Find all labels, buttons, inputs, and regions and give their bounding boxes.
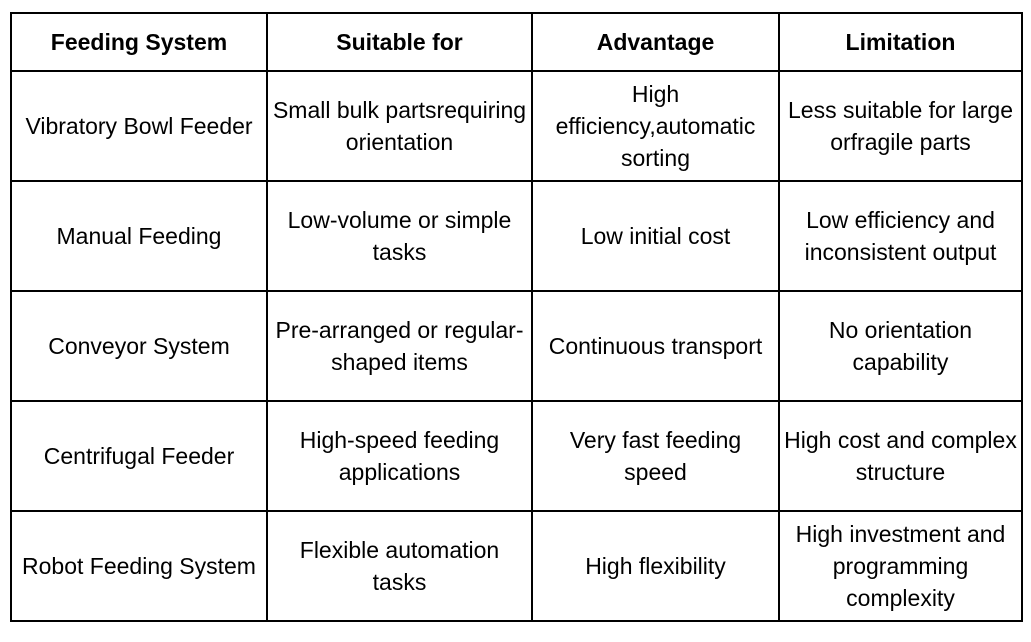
feeding-table: Feeding System Suitable for Advantage Limit…	[10, 12, 1023, 622]
header-row: Feeding System Suitable for Advantage Limit…	[10, 12, 1023, 72]
table-cell: Low efficiency and inconsistent output	[778, 180, 1023, 292]
header-cell: Limitation	[778, 12, 1023, 72]
table-cell: Less suitable for large orfragile parts	[778, 70, 1023, 182]
header-cell: Feeding System	[10, 12, 268, 72]
table-cell: Manual Feeding	[10, 180, 268, 292]
table-cell: Pre-arranged or regular-shaped items	[266, 290, 533, 402]
table-cell: Low-volume or simple tasks	[266, 180, 533, 292]
table-cell: Small bulk partsrequiring orientation	[266, 70, 533, 182]
table-cell: No orientation capability	[778, 290, 1023, 402]
header-cell: Advantage	[531, 12, 780, 72]
table-row: Vibratory Bowl Feeder Small bulk partsreq…	[10, 70, 1023, 182]
table-cell: Robot Feeding System	[10, 510, 268, 622]
table-cell: Continuous transport	[531, 290, 780, 402]
table-body: Vibratory Bowl Feeder Small bulk partsreq…	[10, 70, 1023, 622]
table-cell: High efficiency,automatic sorting	[531, 70, 780, 182]
table-cell: Vibratory Bowl Feeder	[10, 70, 268, 182]
table-cell: High cost and complex structure	[778, 400, 1023, 512]
header-cell: Suitable for	[266, 12, 533, 72]
table-cell: Very fast feeding speed	[531, 400, 780, 512]
table-row: Centrifugal Feeder High-speed feeding app…	[10, 400, 1023, 512]
table-row: Manual Feeding Low-volume or simple tasks…	[10, 180, 1023, 292]
table-cell: Centrifugal Feeder	[10, 400, 268, 512]
table-cell: High flexibility	[531, 510, 780, 622]
table-cell: Flexible automation tasks	[266, 510, 533, 622]
table-row: Conveyor System Pre-arranged or regular-s…	[10, 290, 1023, 402]
table-cell: High investment and programming complexi…	[778, 510, 1023, 622]
table-cell: Conveyor System	[10, 290, 268, 402]
table-row: Robot Feeding System Flexible automation …	[10, 510, 1023, 622]
table-cell: High-speed feeding applications	[266, 400, 533, 512]
table-cell: Low initial cost	[531, 180, 780, 292]
